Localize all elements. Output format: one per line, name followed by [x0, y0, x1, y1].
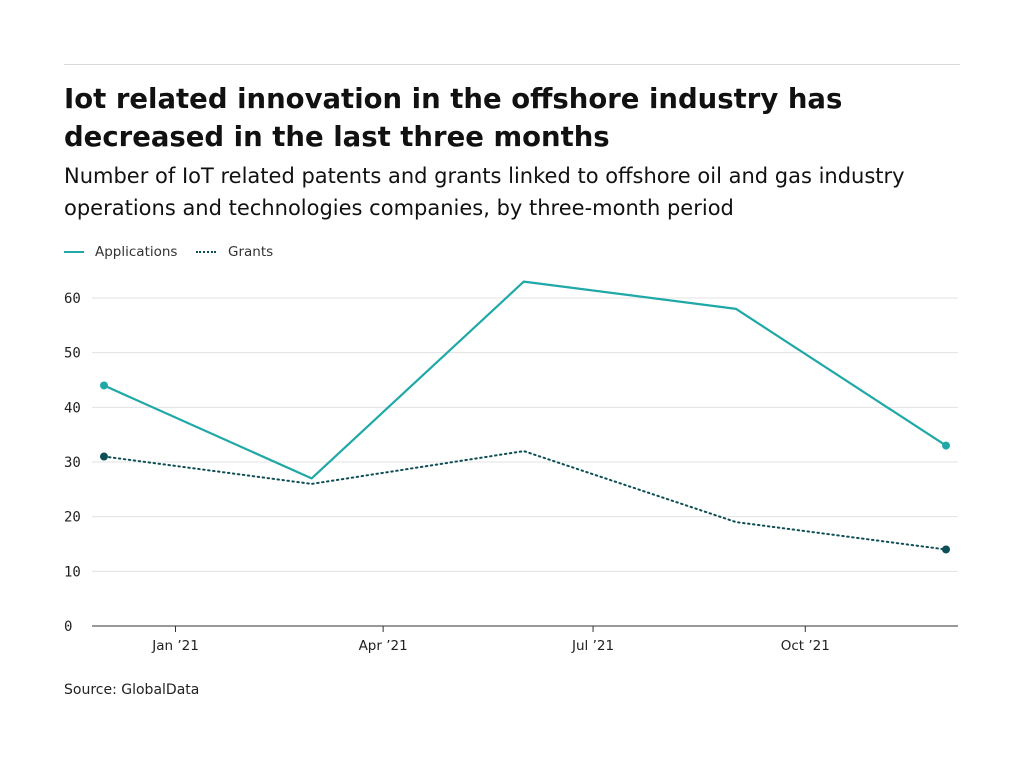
data-point-grants-4 [940, 543, 952, 555]
data-point-applications-2 [518, 276, 530, 288]
legend-swatch-grants [196, 251, 216, 253]
data-point-applications-4 [940, 440, 952, 452]
x-tick-label-3: Oct ’21 [781, 638, 830, 654]
y-tick-label-20: 20 [64, 510, 81, 526]
grid-layer [92, 297, 958, 572]
y-tick-label-30: 30 [64, 455, 81, 471]
marker-layer [98, 276, 952, 555]
x-tick-label-2: Jul ’21 [571, 638, 614, 654]
legend-swatch-applications [64, 251, 84, 253]
y-tick-label-40: 40 [64, 400, 81, 416]
x-tick-label-0: Jan ’21 [151, 638, 199, 654]
source-note: Source: GlobalData [64, 682, 200, 698]
data-point-applications-3 [730, 303, 742, 315]
series-line-grants [103, 450, 947, 551]
series-point-applications-start [100, 381, 108, 390]
data-point-grants-0 [98, 451, 110, 463]
data-point-grants-2 [518, 445, 530, 457]
y-tick-label-50: 50 [64, 346, 81, 362]
series-line-applications [102, 280, 948, 480]
data-point-grants-3 [730, 516, 742, 528]
chart-subtitle: Number of IoT related patents and grants… [64, 164, 905, 220]
series-point-grants-start [100, 452, 108, 461]
axis-layer: 0 10 20 30 40 50 60 Jan ’21 Apr ’21 Jul ’21 Oct ’2… [64, 291, 958, 654]
series-point-applications-end [942, 441, 950, 450]
data-point-applications-0 [98, 379, 110, 391]
data-point-grants-1 [306, 478, 318, 490]
y-tick-label-0: 0 [64, 619, 72, 635]
y-tick-label-60: 60 [64, 291, 81, 307]
top-divider [64, 64, 960, 65]
series-point-grants-end [942, 545, 950, 554]
x-tick-label-1: Apr ’21 [359, 638, 408, 654]
y-tick-label-10: 10 [64, 564, 81, 580]
chart-title: Iot related innovation in the offshore i… [64, 83, 843, 153]
legend-label-grants: Grants [228, 244, 274, 260]
series-layer [102, 280, 948, 551]
legend-label-applications: Applications [95, 244, 178, 260]
